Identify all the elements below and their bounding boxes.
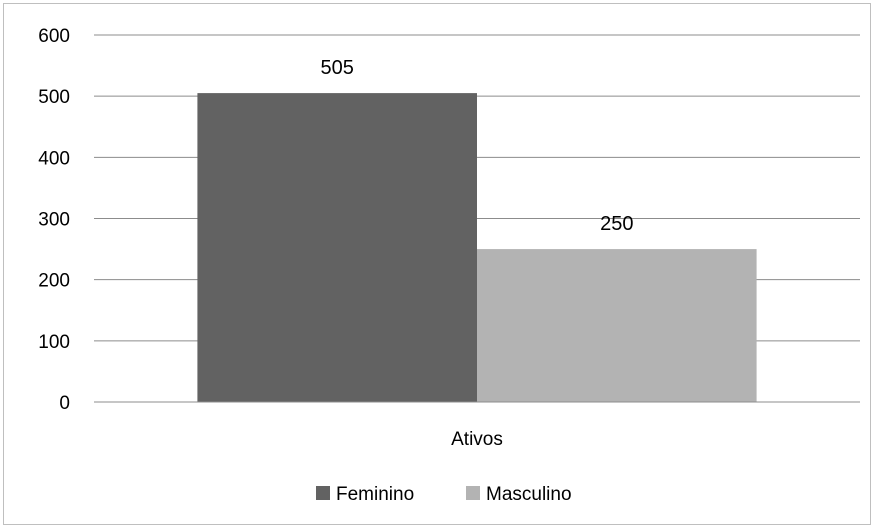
data-label-feminino: 505 <box>321 57 354 79</box>
y-tick-label: 500 <box>38 87 70 108</box>
y-axis-tick-labels: 0 100 200 300 400 500 600 <box>38 26 70 414</box>
bar-masculino <box>477 249 757 402</box>
legend-label-masculino: Masculino <box>486 484 572 505</box>
y-tick-label: 300 <box>38 210 70 231</box>
legend-label-feminino: Feminino <box>336 484 414 505</box>
bars <box>197 93 757 402</box>
y-tick-label: 100 <box>38 332 70 353</box>
y-tick-label: 400 <box>38 148 70 169</box>
legend: Feminino Masculino <box>316 484 572 505</box>
y-tick-label: 200 <box>38 271 70 292</box>
data-label-masculino: 250 <box>600 213 633 235</box>
category-label: Ativos <box>451 429 503 450</box>
bar-feminino <box>197 93 477 402</box>
y-tick-label: 0 <box>59 393 70 414</box>
data-labels: 505 250 <box>321 57 634 235</box>
legend-swatch-feminino <box>316 486 330 500</box>
y-tick-label: 600 <box>38 26 70 47</box>
category-labels: Ativos <box>451 429 503 450</box>
legend-swatch-masculino <box>466 486 480 500</box>
